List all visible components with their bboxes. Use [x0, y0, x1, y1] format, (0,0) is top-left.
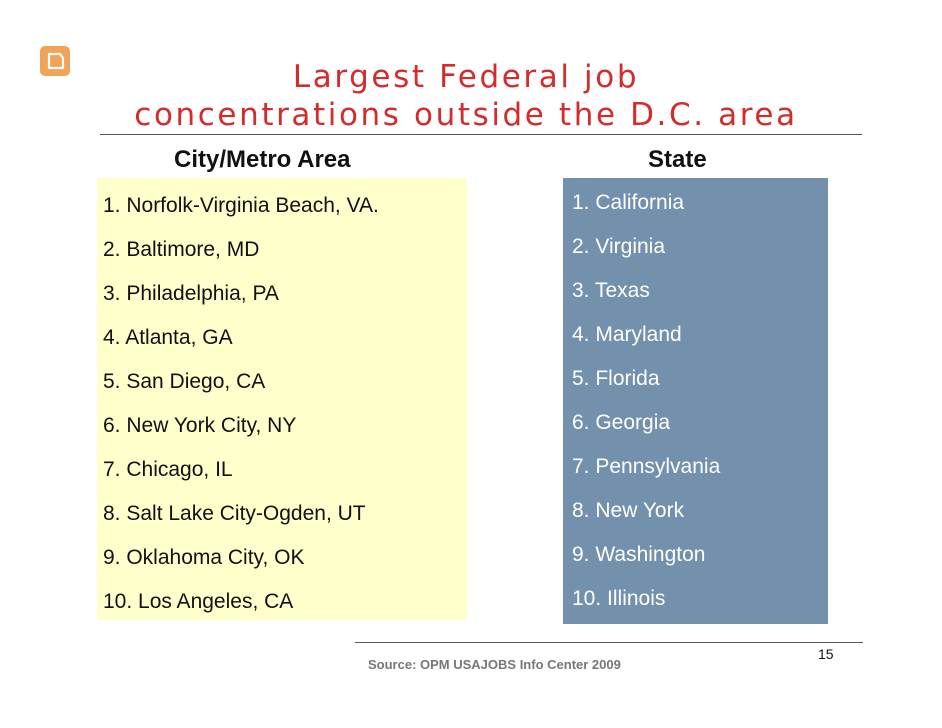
state-item: 3. Texas — [572, 279, 650, 302]
title-line-2: concentrations outside the D.C. area — [134, 97, 798, 133]
city-item: 10. Los Angeles, CA — [103, 590, 294, 613]
source-note: Source: OPM USAJOBS Info Center 2009 — [368, 657, 621, 672]
state-item: 1. California — [572, 191, 685, 214]
logo-icon — [40, 46, 70, 76]
city-list: 1. Norfolk-Virginia Beach, VA. 2. Baltim… — [103, 193, 379, 633]
city-item: 9. Oklahoma City, OK — [103, 546, 305, 569]
state-item: 2. Virginia — [572, 235, 666, 258]
state-item: 5. Florida — [572, 367, 660, 390]
state-column-header: State — [648, 146, 707, 173]
state-item: 7. Pennsylvania — [572, 455, 721, 478]
city-item: 2. Baltimore, MD — [103, 238, 260, 261]
footer-divider — [355, 642, 863, 643]
state-list-background — [563, 178, 828, 624]
state-item: 4. Maryland — [572, 323, 682, 346]
page-number: 15 — [818, 646, 834, 662]
city-item: 6. New York City, NY — [103, 414, 297, 437]
title-line-1: Largest Federal job — [292, 59, 640, 95]
city-item: 3. Philadelphia, PA — [103, 282, 279, 305]
city-item: 7. Chicago, IL — [103, 458, 233, 481]
city-item: 5. San Diego, CA — [103, 370, 266, 393]
state-item: 9. Washington — [572, 543, 706, 566]
city-item: 8. Salt Lake City-Ogden, UT — [103, 502, 366, 525]
city-item: 1. Norfolk-Virginia Beach, VA. — [103, 194, 379, 217]
city-column-header: City/Metro Area — [174, 146, 351, 173]
state-item: 10. Illinois — [572, 587, 666, 610]
state-list: 1. California 2. Virginia 3. Texas 4. Ma… — [572, 190, 720, 630]
slide-title: Largest Federal job concentrations outsi… — [90, 58, 842, 134]
state-item: 8. New York — [572, 499, 685, 522]
city-list-background — [97, 178, 467, 620]
title-divider — [100, 134, 862, 135]
state-item: 6. Georgia — [572, 411, 671, 434]
city-item: 4. Atlanta, GA — [103, 326, 233, 349]
